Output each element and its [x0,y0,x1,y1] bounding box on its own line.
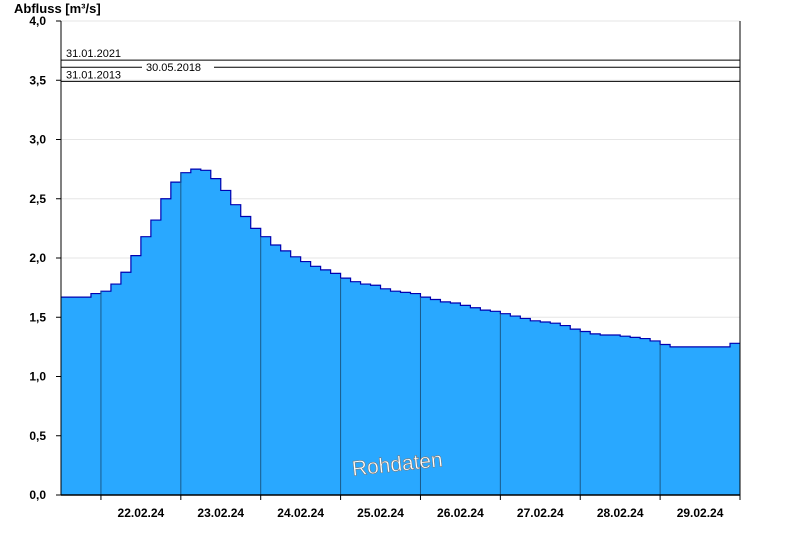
y-tick-label: 3,0 [29,133,46,147]
y-tick-label: 1,5 [29,310,46,324]
x-tick-label: 24.02.24 [277,506,324,520]
discharge-area [61,169,740,495]
y-tick-label: 3,5 [29,73,46,87]
y-tick-label: 2,5 [29,192,46,206]
x-tick-label: 27.02.24 [517,506,564,520]
x-tick-label: 29.02.24 [677,506,724,520]
y-tick-label: 0,5 [29,429,46,443]
x-tick-label: 25.02.24 [357,506,404,520]
x-tick-label: 28.02.24 [597,506,644,520]
reference-label: 30.05.2018 [146,62,201,74]
x-tick-label: 23.02.24 [197,506,244,520]
x-tick-label: 22.02.24 [118,506,165,520]
y-tick-label: 1,0 [29,370,46,384]
y-tick-label: 2,0 [29,251,46,265]
y-axis-label: Abfluss [m³/s] [14,1,101,16]
reference-label: 31.01.2013 [66,69,121,81]
reference-label: 31.01.2021 [66,48,121,60]
x-tick-label: 26.02.24 [437,506,484,520]
y-tick-label: 0,0 [29,488,46,502]
y-tick-label: 4,0 [29,14,46,28]
